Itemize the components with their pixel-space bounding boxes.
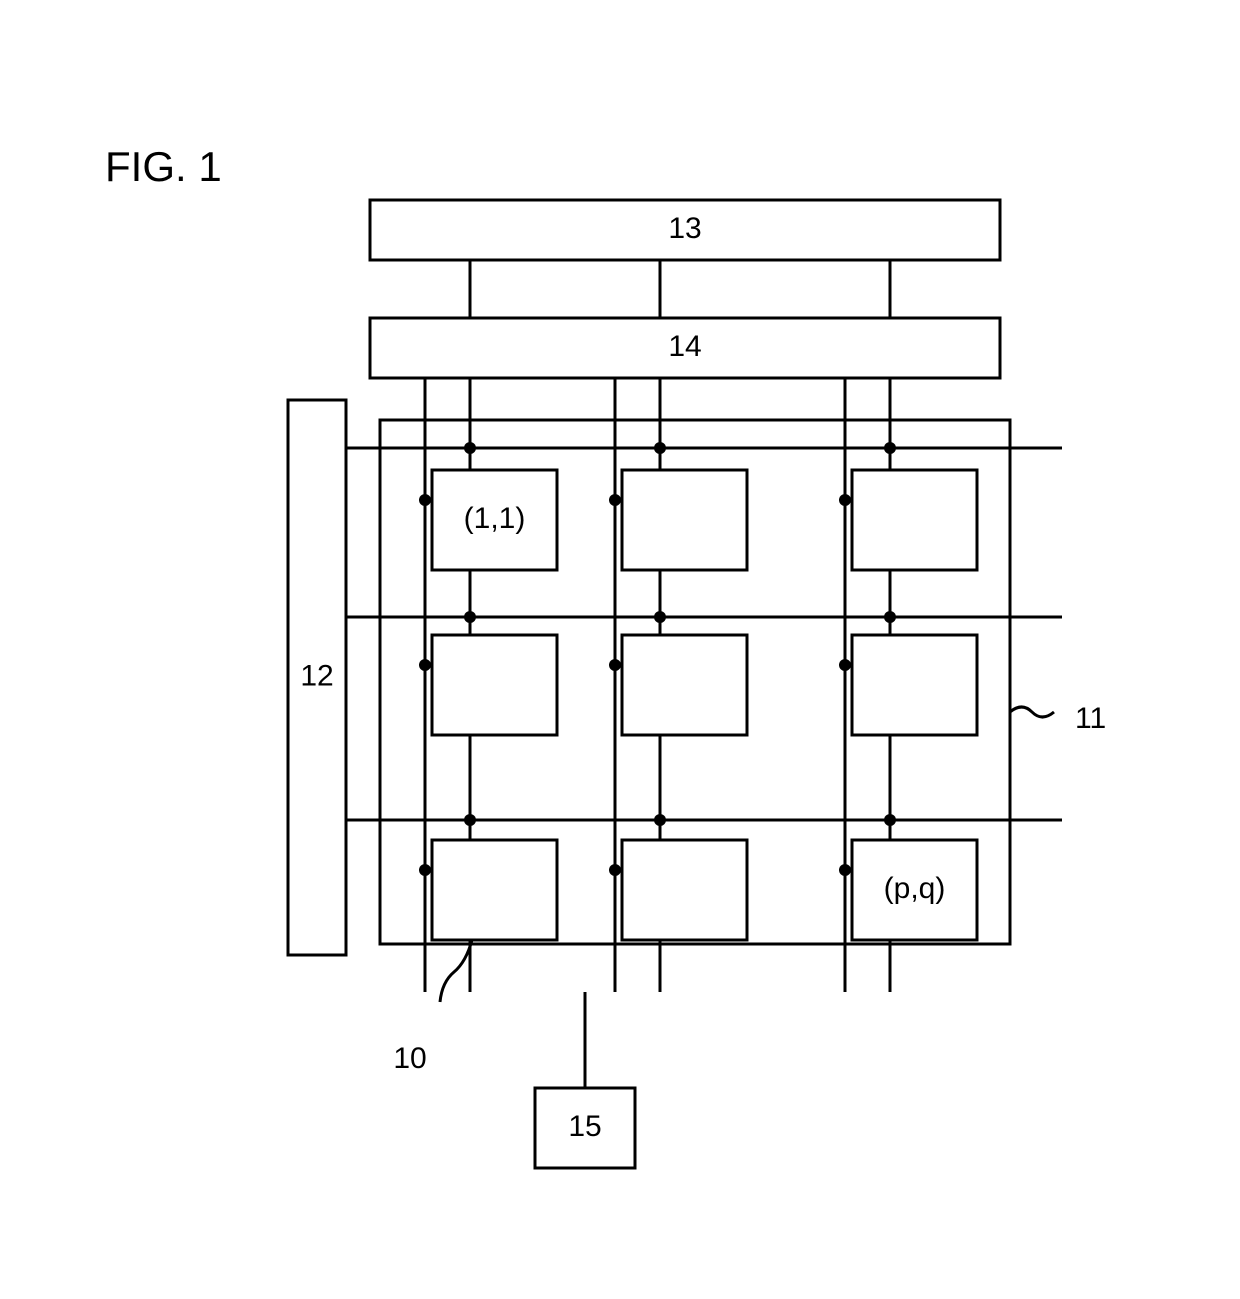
- junction-dot: [839, 659, 851, 671]
- block-11-label: 11: [1075, 702, 1106, 735]
- junction-dot: [884, 814, 896, 826]
- cell-2-1-mask: [432, 635, 557, 735]
- junction-dot: [419, 494, 431, 506]
- block-13-label: 13: [668, 212, 701, 245]
- cell-1-3-mask: [852, 470, 977, 570]
- junction-dot: [609, 659, 621, 671]
- junction-dot: [654, 814, 666, 826]
- leader-10: [440, 940, 472, 1002]
- figure-label: FIG. 1: [105, 143, 222, 190]
- junction-dot: [884, 442, 896, 454]
- cell-1-1-label: (1,1): [464, 502, 526, 535]
- block-14-label: 14: [668, 330, 701, 363]
- cell-2-2-mask: [622, 635, 747, 735]
- cell-3-1-mask: [432, 840, 557, 940]
- junction-dot: [654, 442, 666, 454]
- cell-3-2-mask: [622, 840, 747, 940]
- junction-dot: [419, 659, 431, 671]
- cell-1-2-mask: [622, 470, 747, 570]
- junction-dot: [839, 494, 851, 506]
- junction-dot: [839, 864, 851, 876]
- junction-dot: [464, 814, 476, 826]
- leader-11: [1010, 707, 1054, 717]
- block-15-label: 15: [568, 1110, 601, 1143]
- block-10-label: 10: [393, 1042, 426, 1075]
- junction-dot: [884, 611, 896, 623]
- junction-dot: [654, 611, 666, 623]
- junction-dot: [464, 442, 476, 454]
- junction-dot: [609, 864, 621, 876]
- block-12-label: 12: [300, 659, 333, 692]
- junction-dot: [609, 494, 621, 506]
- cell-2-3-mask: [852, 635, 977, 735]
- junction-dot: [419, 864, 431, 876]
- cell-3-3-label: (p,q): [884, 872, 946, 905]
- junction-dot: [464, 611, 476, 623]
